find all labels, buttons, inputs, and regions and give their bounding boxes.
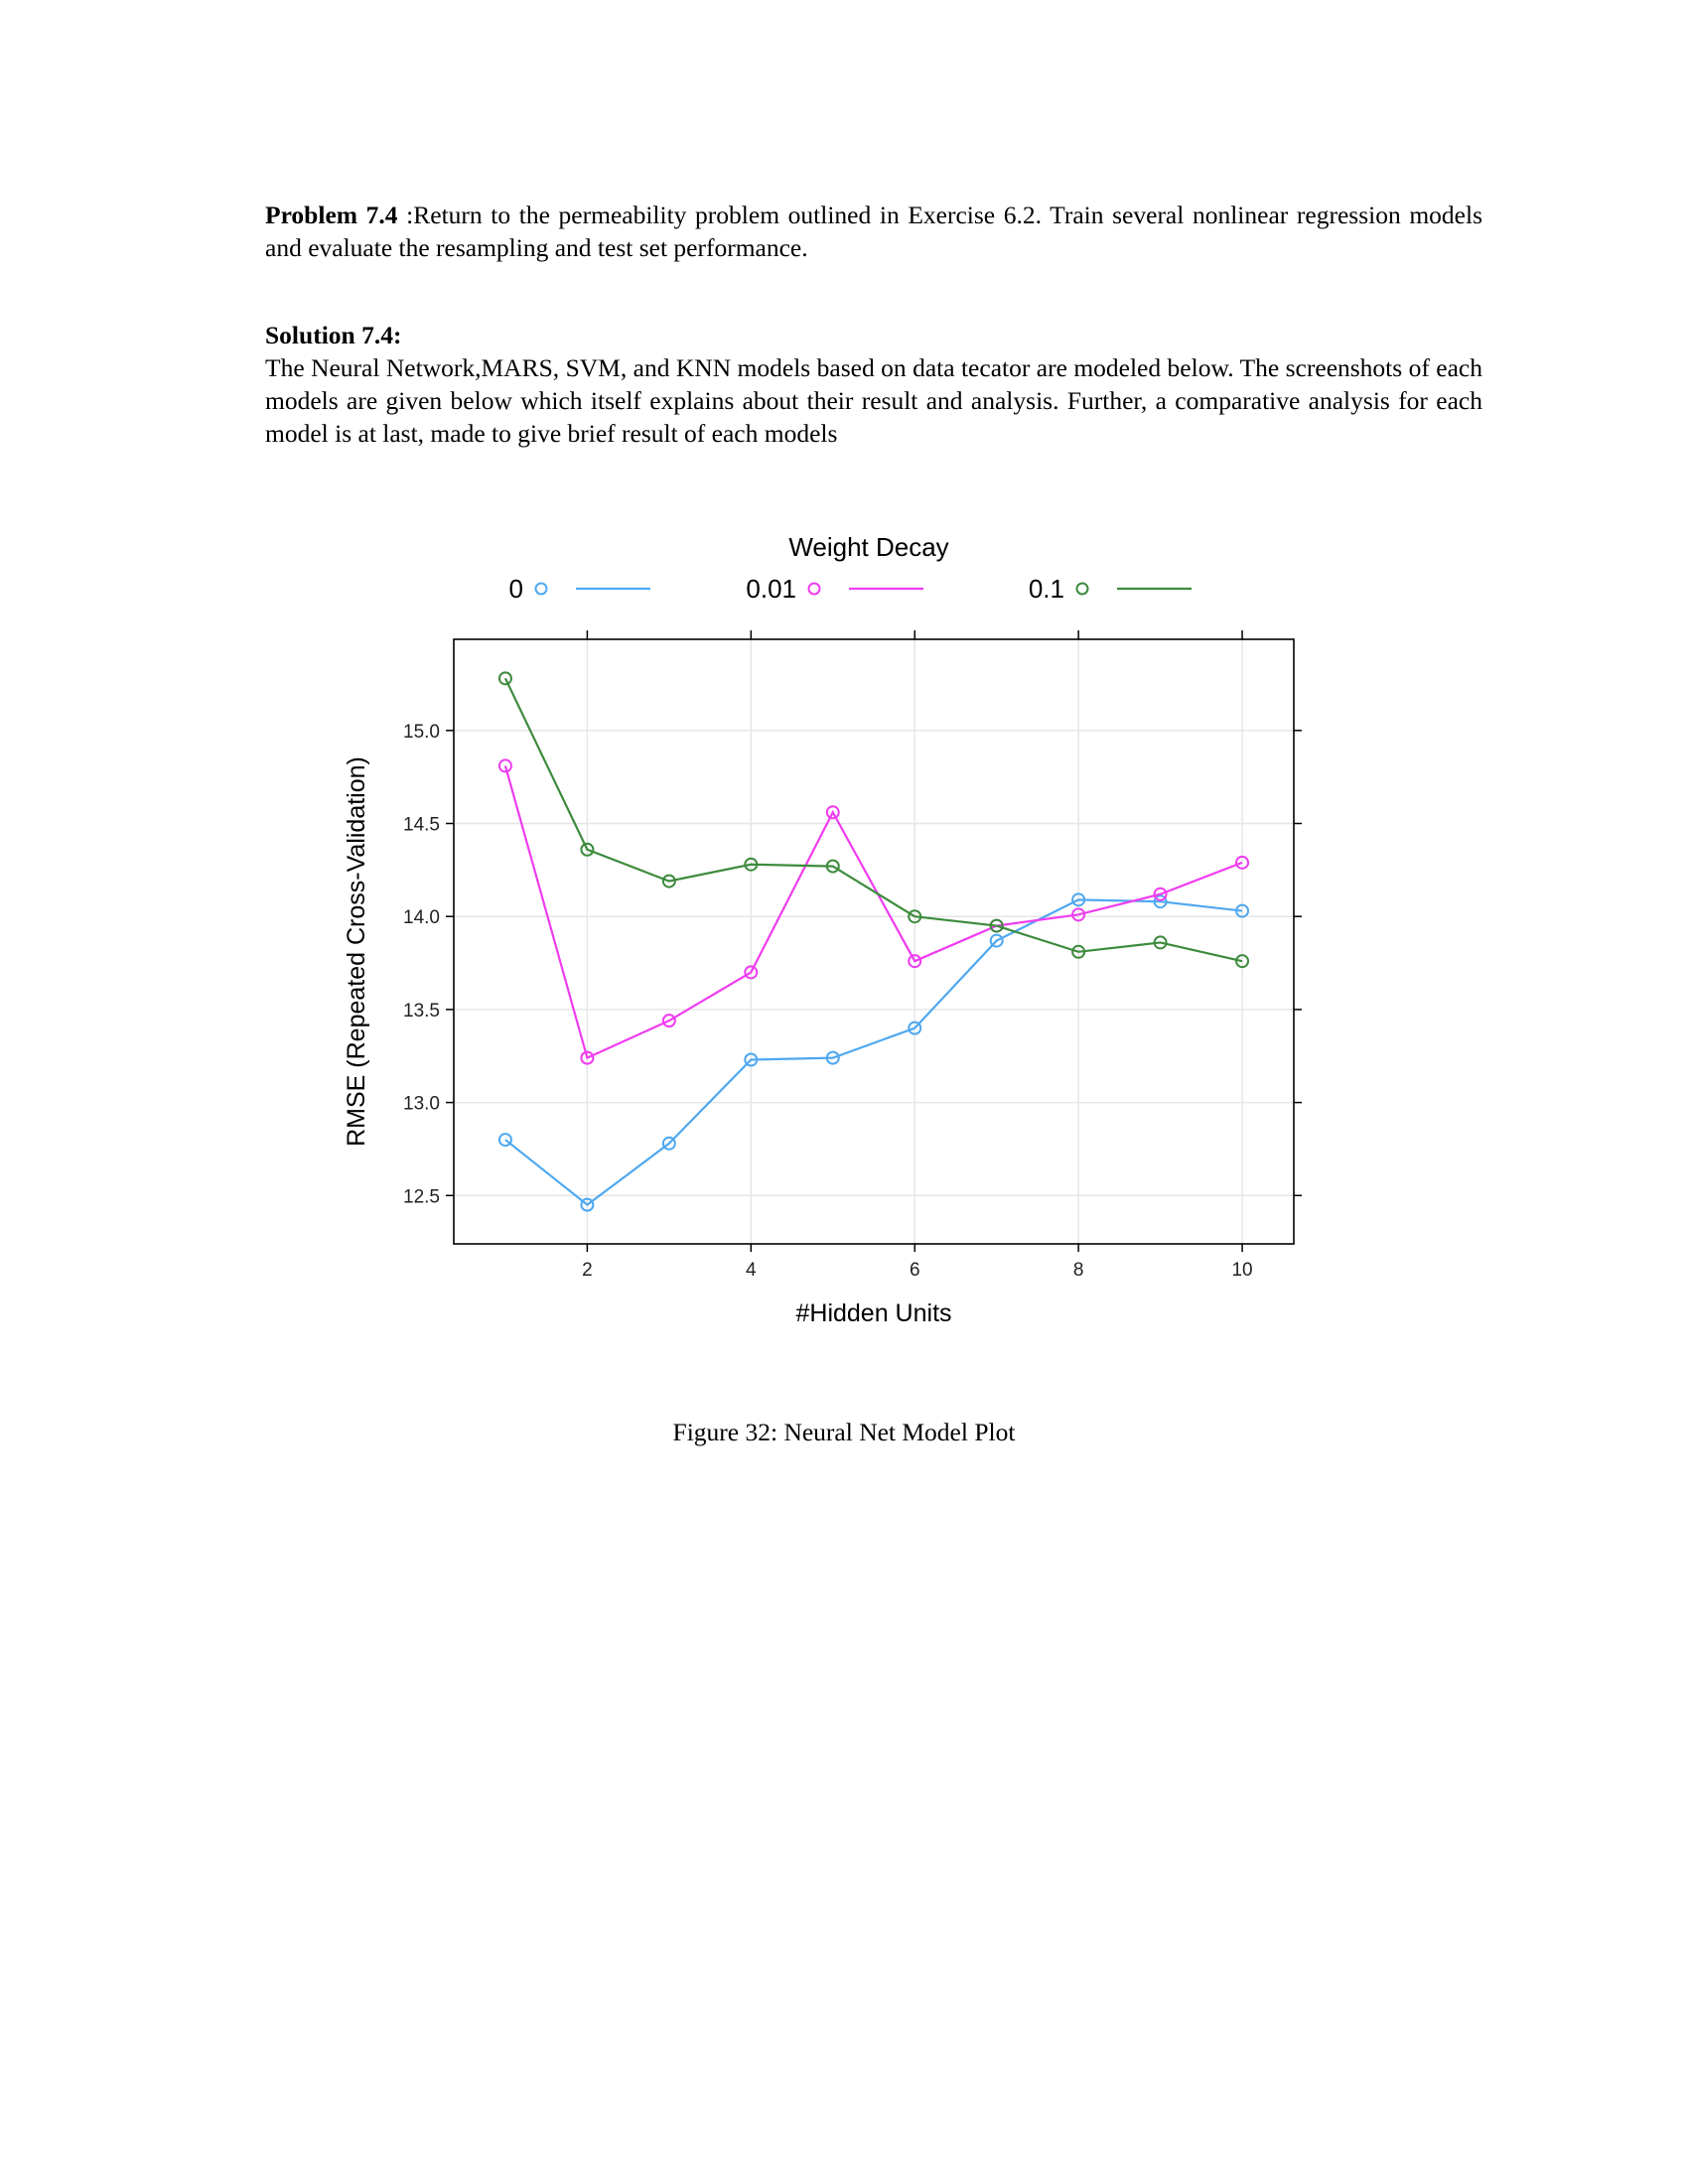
data-point <box>1153 935 1168 950</box>
x-tick-label: 6 <box>910 1260 920 1281</box>
y-tick-label: 14.0 <box>403 907 440 928</box>
legend-label: 0.01 <box>746 574 796 604</box>
data-point <box>1235 954 1250 969</box>
data-point <box>744 1052 759 1067</box>
data-point <box>661 1014 676 1028</box>
problem-label: Problem 7.4 <box>265 201 398 229</box>
data-point <box>744 857 759 872</box>
y-tick-label: 12.5 <box>403 1186 440 1207</box>
series-line <box>503 765 1243 1060</box>
data-point <box>1071 944 1086 959</box>
data-point <box>661 1136 676 1151</box>
neural-net-figure: 2 4 6 8 10 12.5 13.0 13.5 14.0 14.5 15.0 #Hidden Un… <box>328 516 1321 1370</box>
data-point <box>580 842 595 857</box>
y-tick-label: 15.0 <box>403 722 440 743</box>
legend-marker-icon <box>807 582 821 596</box>
data-point <box>1071 892 1086 907</box>
data-point <box>825 1050 840 1065</box>
data-point <box>1153 894 1168 909</box>
data-point <box>1071 907 1086 922</box>
legend-marker-icon <box>534 582 548 596</box>
legend-marker-icon <box>1075 582 1089 596</box>
y-tick-label: 13.5 <box>403 1001 440 1022</box>
legend-label: 0.1 <box>1029 574 1064 604</box>
data-point <box>908 1021 922 1035</box>
solution-text: The Neural Network,MARS, SVM, and KNN mo… <box>265 353 1482 448</box>
data-point <box>744 965 759 980</box>
y-tick-label: 14.5 <box>403 815 440 836</box>
problem-statement: Problem 7.4 :Return to the permeability … <box>265 199 1482 264</box>
series-line <box>503 677 1243 963</box>
data-point <box>989 918 1004 933</box>
figure-caption: Figure 32: Neural Net Model Plot <box>672 1418 1016 1446</box>
y-tick-label: 13.0 <box>403 1094 440 1115</box>
x-tick-label: 10 <box>1231 1260 1252 1281</box>
x-tick-label: 4 <box>746 1260 757 1281</box>
plot-panel <box>453 638 1295 1245</box>
data-point <box>497 758 512 773</box>
x-tick-label: 8 <box>1073 1260 1084 1281</box>
solution-label: Solution 7.4: <box>265 321 402 349</box>
data-point <box>1235 855 1250 870</box>
line-chart: 2 4 6 8 10 12.5 13.0 13.5 14.0 14.5 15.0 #Hidden Un… <box>343 532 1302 1327</box>
data-point <box>661 874 676 888</box>
series-line <box>504 898 1243 1207</box>
data-point <box>825 859 840 874</box>
solution-section: Solution 7.4: The Neural Network,MARS, S… <box>265 319 1482 450</box>
legend-title: Weight Decay <box>788 532 948 562</box>
x-axis-title: #Hidden Units <box>795 1299 951 1327</box>
data-point <box>908 909 922 924</box>
y-axis-title: RMSE (Repeated Cross-Validation) <box>343 756 370 1147</box>
data-point <box>580 1197 595 1212</box>
x-tick-label: 2 <box>582 1260 593 1281</box>
data-point <box>989 933 1004 948</box>
data-point <box>497 1133 512 1148</box>
data-point <box>908 954 922 969</box>
data-point <box>497 671 512 686</box>
data-point <box>825 805 840 820</box>
problem-text: :Return to the permeability problem outl… <box>265 201 1483 262</box>
legend-label: 0 <box>509 574 523 604</box>
data-point <box>1235 903 1250 918</box>
data-point <box>580 1050 595 1065</box>
data-point <box>1153 887 1168 901</box>
